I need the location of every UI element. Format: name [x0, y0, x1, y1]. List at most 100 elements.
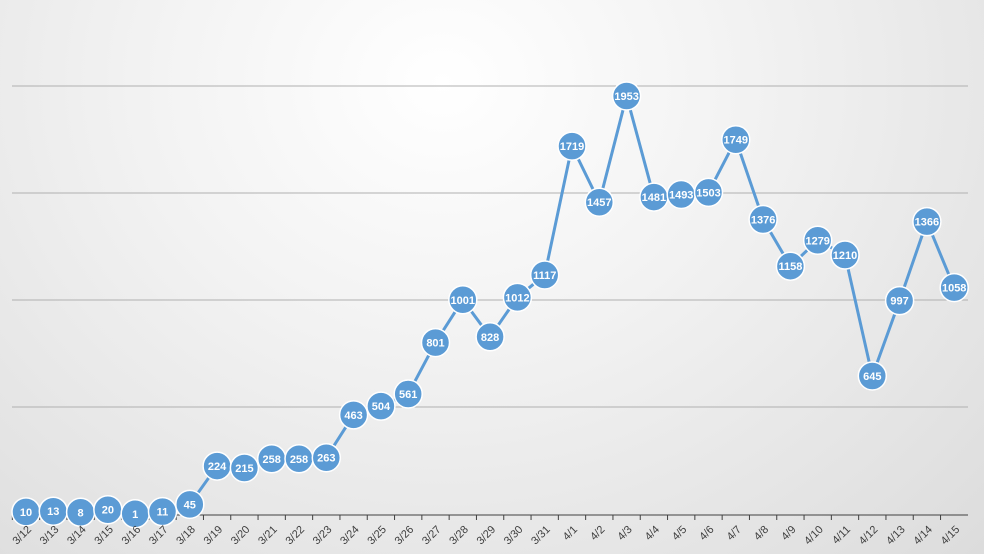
- data-point-3/31: [529, 260, 560, 290]
- x-tick-label-3/28: 3/28: [447, 524, 471, 548]
- x-tick-label-4/9: 4/9: [779, 524, 798, 543]
- x-tick-label-4/10: 4/10: [802, 524, 826, 548]
- x-tick-label-3/21: 3/21: [256, 524, 280, 548]
- x-tick-label-3/26: 3/26: [393, 524, 417, 548]
- data-label-4/14: 1366: [915, 217, 939, 229]
- data-point-4/6: [693, 177, 724, 208]
- data-label-4/4: 1481: [642, 192, 666, 204]
- x-tick-label-3/17: 3/17: [147, 524, 171, 548]
- data-point-3/24: [338, 400, 369, 430]
- gridlines: [12, 85, 968, 408]
- data-label-4/13: 997: [890, 296, 908, 308]
- data-point-3/17: [147, 496, 178, 527]
- data-label-3/17: 11: [157, 507, 169, 519]
- x-tick-label-4/2: 4/2: [588, 524, 607, 543]
- data-point-4/3: [611, 81, 642, 111]
- data-label-3/15: 20: [102, 505, 114, 517]
- data-point-3/30: [502, 282, 533, 313]
- data-label-3/24: 463: [344, 410, 362, 422]
- data-point-4/12: [857, 361, 888, 391]
- x-tick-label-3/25: 3/25: [365, 524, 389, 548]
- x-tick-label-3/13: 3/13: [38, 524, 62, 548]
- data-label-3/20: 215: [235, 463, 253, 475]
- data-point-3/20: [229, 453, 260, 483]
- x-tick-label-3/19: 3/19: [202, 524, 226, 548]
- x-tick-labels: 3/12 3/13 3/14 3/15 3/16 3/17 3/18 3/19 3/20 3/21…: [10, 524, 962, 548]
- data-label-3/16: 1: [132, 509, 138, 521]
- x-tick-label-3/29: 3/29: [475, 524, 499, 548]
- data-label-4/5: 1493: [669, 189, 693, 201]
- data-label-3/25: 504: [372, 401, 391, 413]
- series-line-group: [25, 94, 956, 516]
- data-label-3/21: 258: [263, 454, 281, 466]
- x-tick-label-4/13: 4/13: [884, 524, 908, 548]
- data-label-4/9: 1158: [778, 261, 802, 273]
- x-tick-label-4/1: 4/1: [561, 524, 580, 543]
- x-tick-label-4/11: 4/11: [830, 524, 853, 547]
- data-point-4/1: [557, 131, 587, 161]
- data-point-4/10: [802, 225, 833, 256]
- x-tick-label-3/15: 3/15: [92, 524, 116, 548]
- data-label-4/3: 1953: [614, 91, 638, 103]
- data-label-3/27: 801: [426, 338, 444, 350]
- data-label-3/23: 263: [317, 453, 335, 465]
- data-label-4/2: 1457: [587, 197, 611, 209]
- data-label-3/13: 13: [47, 506, 59, 518]
- data-label-4/10: 1279: [805, 235, 829, 247]
- data-label-4/7: 1749: [724, 135, 748, 147]
- data-label-3/26: 561: [399, 389, 417, 401]
- x-tick-label-4/7: 4/7: [725, 524, 744, 543]
- data-point-4/13: [884, 285, 915, 316]
- data-label-3/30: 1012: [505, 292, 529, 304]
- data-point-3/29: [475, 322, 505, 352]
- x-tick-label-3/30: 3/30: [502, 524, 526, 548]
- data-label-4/12: 645: [863, 371, 881, 383]
- x-tick-label-4/15: 4/15: [939, 524, 963, 548]
- x-tick-label-3/23: 3/23: [311, 524, 335, 548]
- data-point-4/8: [748, 204, 778, 235]
- data-point-3/25: [366, 391, 396, 421]
- x-tick-label-4/14: 4/14: [911, 524, 935, 548]
- x-tick-label-3/27: 3/27: [420, 524, 444, 548]
- data-label-4/8: 1376: [751, 215, 775, 227]
- data-point-3/28: [448, 285, 478, 315]
- data-point-3/23: [311, 442, 342, 473]
- data-point-4/11: [830, 240, 860, 270]
- data-label-3/12: 10: [20, 507, 32, 519]
- series-line: [25, 94, 956, 516]
- data-point-3/27: [420, 327, 451, 358]
- data-label-4/15: 1058: [942, 283, 966, 295]
- data-label-3/18: 45: [184, 499, 196, 511]
- x-tick-label-3/18: 3/18: [174, 524, 198, 548]
- data-label-4/6: 1503: [696, 187, 720, 199]
- x-tick-label-4/8: 4/8: [752, 524, 771, 543]
- x-tick-label-3/12: 3/12: [10, 524, 34, 548]
- data-label-3/29: 828: [481, 332, 499, 344]
- data-label-3/22: 258: [290, 454, 308, 466]
- data-point-4/14: [912, 206, 942, 237]
- data-point-4/9: [775, 251, 806, 281]
- x-tick-label-3/20: 3/20: [229, 524, 253, 548]
- data-label-3/19: 224: [208, 461, 227, 473]
- data-point-4/2: [584, 187, 615, 217]
- data-label-3/31: 1117: [533, 270, 556, 282]
- x-tick-label-4/12: 4/12: [857, 524, 881, 548]
- data-point-3/26: [393, 379, 423, 409]
- x-tick-label-4/3: 4/3: [615, 524, 634, 543]
- data-label-3/28: 1001: [451, 295, 475, 307]
- data-label-3/14: 8: [78, 507, 84, 519]
- x-tick-label-3/24: 3/24: [338, 524, 362, 548]
- x-tick-label-4/6: 4/6: [697, 524, 716, 543]
- data-point-4/15: [939, 272, 969, 303]
- data-point-3/18: [175, 489, 205, 520]
- x-tick-label-3/22: 3/22: [283, 524, 307, 548]
- x-tick-label-4/4: 4/4: [643, 524, 662, 543]
- x-tick-label-4/5: 4/5: [670, 524, 689, 543]
- data-label-4/11: 1210: [833, 250, 857, 262]
- x-tick-label-3/31: 3/31: [529, 524, 553, 548]
- data-label-4/1: 1719: [560, 141, 584, 153]
- x-tick-label-3/14: 3/14: [65, 524, 89, 548]
